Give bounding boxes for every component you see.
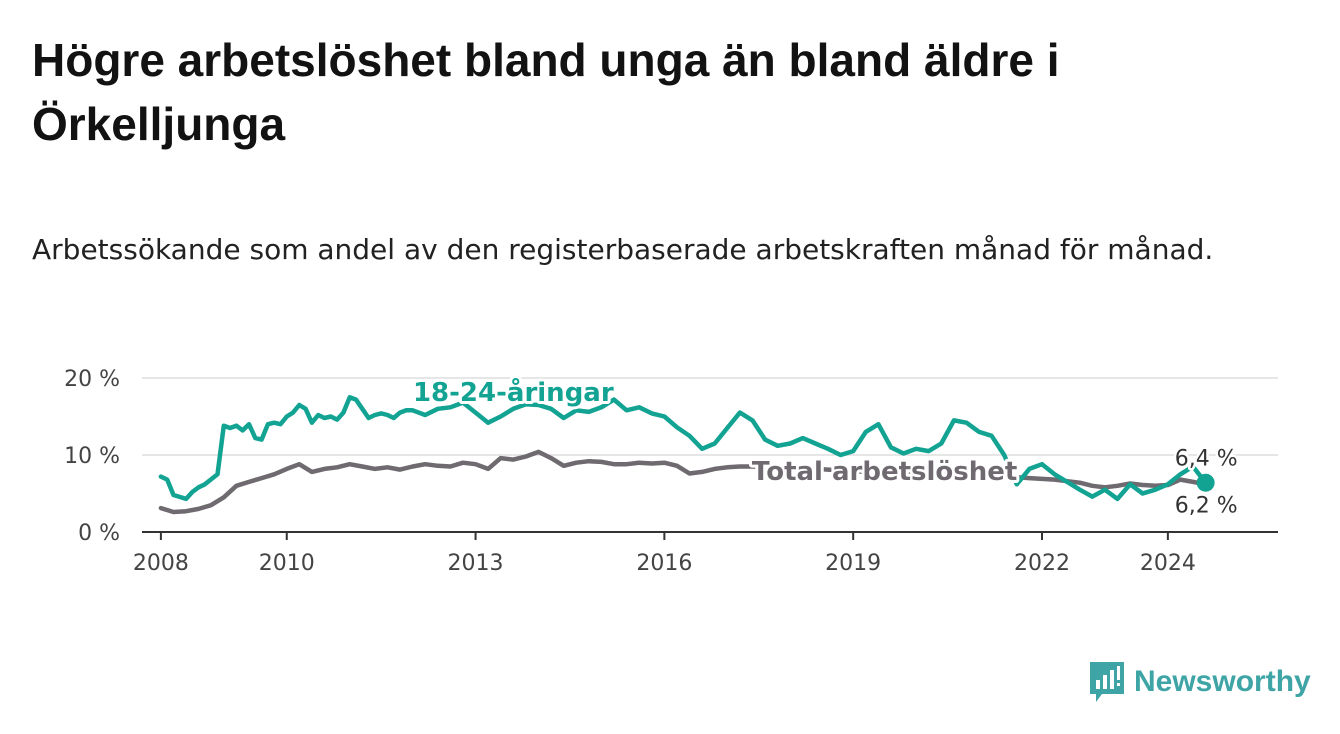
end-value-total: 6,2 % bbox=[1175, 494, 1238, 519]
axis-layer: 0 % 10 % 20 % 2008 2010 2013 2016 2019 2022 2024 bbox=[64, 367, 1278, 576]
x-tick-label: 2024 bbox=[1140, 551, 1196, 576]
y-tick-label: 0 % bbox=[78, 521, 120, 546]
series-line-18-24 bbox=[158, 395, 1208, 502]
x-tick-label: 2019 bbox=[825, 551, 881, 576]
brand-name: Newsworthy bbox=[1134, 665, 1311, 698]
page-title: Högre arbetslöshet bland unga än bland ä… bbox=[32, 34, 1060, 150]
y-tick-label: 10 % bbox=[64, 444, 120, 469]
x-tick-label: 2022 bbox=[1014, 551, 1070, 576]
x-tick-label: 2013 bbox=[448, 551, 504, 576]
series-line-total bbox=[158, 449, 1208, 515]
x-tick-label: 2010 bbox=[259, 551, 315, 576]
newsworthy-logo: Newsworthy bbox=[1088, 660, 1311, 704]
bar-chart-icon bbox=[1090, 662, 1124, 702]
label-layer: 18-24-åringar Total arbetslöshet 6,4 % 6,2 … bbox=[410, 373, 1240, 521]
y-tick-label: 20 % bbox=[64, 367, 120, 392]
grid-layer bbox=[142, 377, 1278, 456]
line-chart: 0 %10 %20 %2008 2010 2013 2016 2019 2022 2024 … bbox=[64, 367, 1278, 576]
chart-subtitle: Arbetssökande som andel av den registerb… bbox=[32, 233, 1214, 266]
end-marker-18-24 bbox=[1196, 473, 1215, 492]
x-tick-label: 2016 bbox=[636, 551, 692, 576]
series-label-total: Total arbetslöshet bbox=[752, 457, 1017, 487]
x-tick-label: 2008 bbox=[133, 551, 189, 576]
series-label-18-24: 18-24-åringar bbox=[413, 376, 614, 408]
end-value-18-24: 6,4 % bbox=[1175, 447, 1238, 472]
series-layer bbox=[158, 395, 1215, 515]
